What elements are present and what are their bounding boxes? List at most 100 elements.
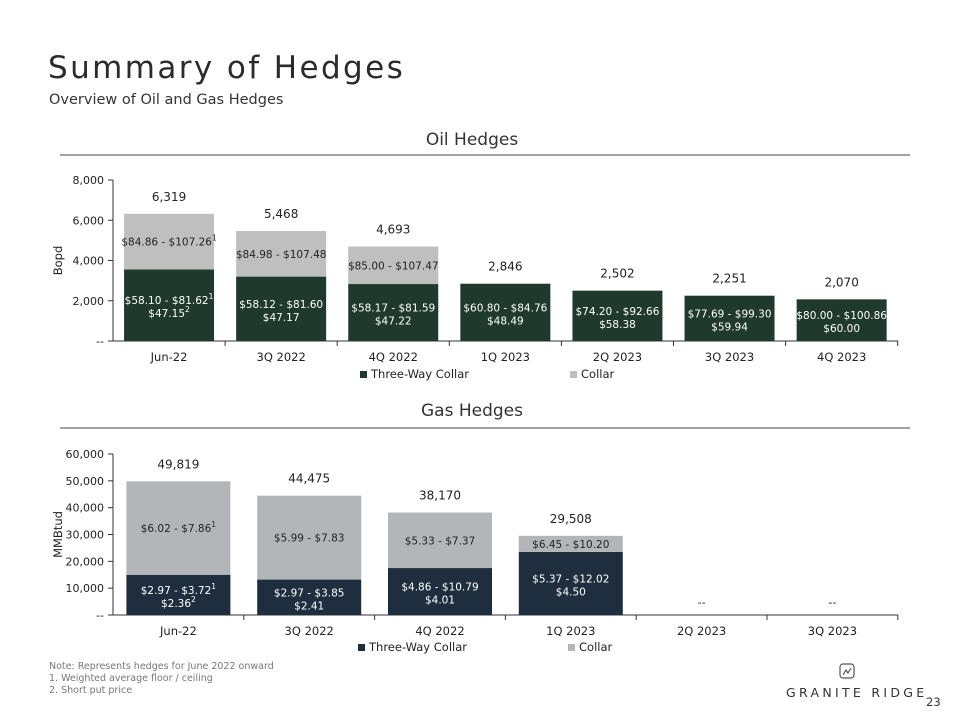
gas-bar-three-way-collar <box>126 574 231 615</box>
oil-three-way-label: $74.20 - $92.66 <box>575 306 659 318</box>
oil-x-tick-label: 4Q 2022 <box>369 350 418 364</box>
gas-empty-label: -- <box>698 596 706 609</box>
oil-collar-label-footnote-ref: 1 <box>212 234 217 243</box>
gas-x-tick-label: 2Q 2023 <box>677 624 726 638</box>
oil-x-tick-label: 1Q 2023 <box>481 350 530 364</box>
oil-three-way-label: $58.10 - $81.621 <box>125 292 214 307</box>
gas-short-put-label-footnote-ref: 2 <box>191 595 196 604</box>
oil-short-put-label: $47.17 <box>263 312 300 324</box>
oil-short-put-label: $47.152 <box>148 305 190 320</box>
oil-bar-three-way-collar <box>460 283 551 341</box>
oil-total-label: 2,502 <box>600 267 634 281</box>
oil-bar-three-way-collar <box>348 284 439 341</box>
oil-legend-swatch <box>360 371 367 378</box>
gas-y-tick-label: 10,000 <box>66 582 105 595</box>
gas-total-label: 49,819 <box>157 457 199 471</box>
oil-x-tick-label: 4Q 2023 <box>817 350 866 364</box>
page-subtitle: Overview of Oil and Gas Hedges <box>49 92 284 108</box>
oil-total-label: 4,693 <box>376 223 410 237</box>
oil-y-tick-label: 2,000 <box>73 295 105 308</box>
oil-bar-three-way-collar <box>796 299 887 341</box>
gas-total-label: 29,508 <box>550 512 592 526</box>
oil-three-way-label-footnote-ref: 1 <box>209 292 214 301</box>
oil-y-tick-label: 4,000 <box>73 255 105 268</box>
oil-bar-three-way-collar <box>236 276 327 341</box>
oil-three-way-label: $77.69 - $99.30 <box>688 308 772 320</box>
gas-y-tick-label: 30,000 <box>66 529 105 542</box>
gas-bar-three-way-collar <box>518 551 623 615</box>
oil-legend-label: Collar <box>581 367 615 381</box>
gas-collar-label: $5.33 - $7.37 <box>405 535 476 547</box>
gas-collar-label: $6.02 - $7.861 <box>141 520 217 535</box>
gas-bar-collar <box>126 481 231 575</box>
oil-short-put-label: $48.49 <box>487 315 524 327</box>
oil-bar-collar <box>124 213 215 270</box>
oil-y-tick-label: -- <box>96 335 104 348</box>
gas-collar-label: $5.99 - $7.83 <box>274 533 345 545</box>
footnote-2: 2. Short put price <box>49 685 133 696</box>
gas-y-tick-label: 50,000 <box>66 475 105 488</box>
oil-collar-label: $85.00 - $107.47 <box>348 260 439 272</box>
oil-total-label: 6,319 <box>152 190 186 204</box>
gas-collar-label-footnote-ref: 1 <box>211 520 216 529</box>
oil-x-tick-label: Jun-22 <box>150 350 188 364</box>
gas-empty-label: -- <box>828 596 836 609</box>
gas-three-way-label-footnote-ref: 1 <box>211 582 216 591</box>
gas-short-put-label: $4.01 <box>425 595 455 607</box>
gas-three-way-label: $4.86 - $10.79 <box>401 582 478 594</box>
oil-x-tick-label: 3Q 2022 <box>257 350 306 364</box>
footnote-1: 1. Weighted average floor / ceiling <box>49 673 213 684</box>
gas-chart-title: Gas Hedges <box>421 401 523 421</box>
oil-y-tick-label: 6,000 <box>73 214 105 227</box>
oil-y-axis-label: Bopd <box>51 246 65 276</box>
oil-three-way-label: $60.80 - $84.76 <box>463 302 547 314</box>
oil-short-put-label-footnote-ref: 2 <box>185 305 190 314</box>
gas-short-put-label: $4.50 <box>556 586 586 598</box>
oil-total-label: 5,468 <box>264 207 298 221</box>
oil-y-tick-label: 8,000 <box>73 174 105 187</box>
gas-collar-label: $6.45 - $10.20 <box>532 539 609 551</box>
gas-short-put-label: $2.41 <box>294 600 324 612</box>
footnote-note: Note: Represents hedges for June 2022 on… <box>49 661 274 672</box>
gas-legend-label: Collar <box>579 640 613 654</box>
oil-collar-label: $84.86 - $107.261 <box>121 234 217 249</box>
oil-bar-collar <box>348 246 439 285</box>
gas-bar-collar <box>257 495 362 580</box>
oil-short-put-label: $58.38 <box>599 319 636 331</box>
gas-bar-collar <box>388 512 492 569</box>
oil-three-way-label: $58.17 - $81.59 <box>351 303 435 315</box>
gas-y-tick-label: 40,000 <box>66 502 105 515</box>
gas-y-tick-label: -- <box>96 609 104 622</box>
oil-total-label: 2,251 <box>712 272 746 286</box>
oil-legend-swatch <box>570 371 577 378</box>
gas-y-tick-label: 60,000 <box>66 448 105 461</box>
oil-bar-three-way-collar <box>684 295 775 341</box>
granite-ridge-logo-icon <box>839 663 855 679</box>
gas-bar-three-way-collar <box>257 579 362 615</box>
oil-chart-title: Oil Hedges <box>426 130 519 150</box>
oil-total-label: 2,070 <box>824 275 858 289</box>
oil-collar-label: $84.98 - $107.48 <box>236 249 327 261</box>
brand-name: GRANITE RIDGE <box>786 685 928 700</box>
oil-x-tick-label: 2Q 2023 <box>593 350 642 364</box>
gas-short-put-label: $2.362 <box>161 595 196 610</box>
gas-three-way-label: $2.97 - $3.85 <box>274 587 345 599</box>
gas-legend-swatch <box>358 644 365 651</box>
gas-legend-label: Three-Way Collar <box>368 640 467 654</box>
gas-y-axis-label: MMBtud <box>51 511 65 558</box>
gas-legend-swatch <box>568 644 575 651</box>
oil-x-tick-label: 3Q 2023 <box>705 350 754 364</box>
oil-short-put-label: $60.00 <box>823 323 860 335</box>
oil-short-put-label: $47.22 <box>375 316 412 328</box>
page-title: Summary of Hedges <box>48 50 406 86</box>
oil-total-label: 2,846 <box>488 260 522 274</box>
gas-x-tick-label: 3Q 2023 <box>808 624 857 638</box>
oil-bar-three-way-collar <box>124 269 215 341</box>
gas-x-tick-label: 3Q 2022 <box>285 624 334 638</box>
oil-bar-three-way-collar <box>572 290 663 341</box>
gas-x-tick-label: Jun-22 <box>159 624 197 638</box>
oil-bar-collar <box>236 230 327 277</box>
gas-total-label: 44,475 <box>288 472 330 486</box>
gas-total-label: 38,170 <box>419 489 461 503</box>
